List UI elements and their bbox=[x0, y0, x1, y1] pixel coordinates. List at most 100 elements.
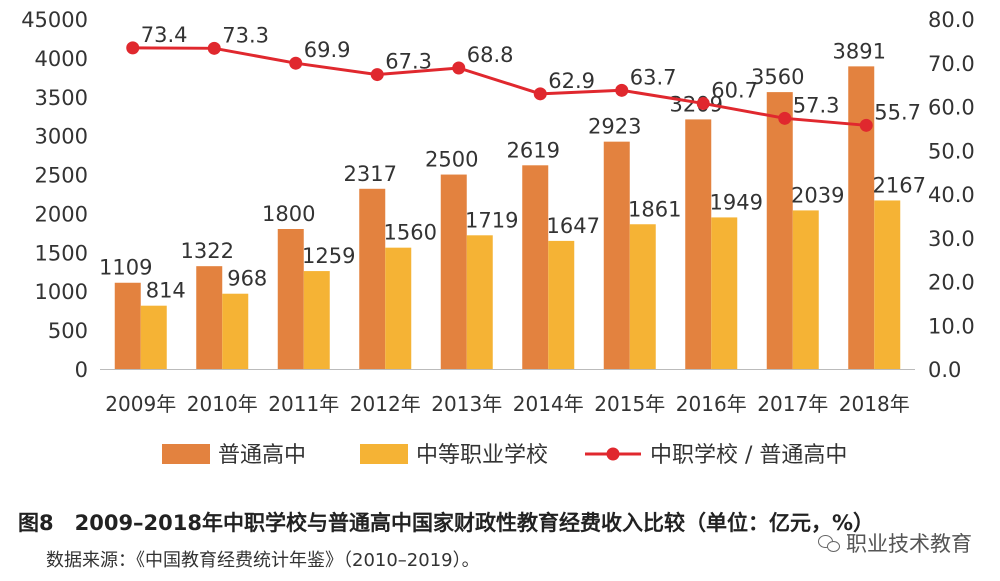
ratio-point bbox=[696, 96, 710, 110]
legend-swatch-putong-gaozhong bbox=[162, 444, 210, 464]
bar-putong-gaozhong bbox=[685, 119, 712, 370]
bar-zhongdeng-zhiye bbox=[222, 293, 249, 369]
x-tick-label: 2018年 bbox=[839, 392, 910, 416]
ratio-value-label: 73.4 bbox=[141, 23, 188, 47]
ratio-point bbox=[533, 87, 547, 101]
legend-label: 普通高中 bbox=[218, 443, 306, 468]
y-right-tick-label: 0.0 bbox=[928, 358, 961, 382]
x-tick-label: 2016年 bbox=[676, 392, 747, 416]
ratio-point bbox=[289, 56, 303, 70]
x-tick-label: 2010年 bbox=[187, 392, 258, 416]
bar-value-label: 3891 bbox=[833, 39, 886, 63]
watermark: 职业技术教育 bbox=[818, 528, 972, 558]
bar-zhongdeng-zhiye bbox=[466, 235, 493, 369]
bar-zhongdeng-zhiye bbox=[629, 224, 656, 369]
bar-putong-gaozhong bbox=[848, 66, 875, 369]
bar-zhongdeng-zhiye bbox=[874, 200, 901, 369]
bar-value-label: 1560 bbox=[384, 221, 437, 245]
ratio-value-label: 60.7 bbox=[711, 78, 758, 102]
y-left-tick-label: 4000 bbox=[35, 47, 88, 71]
data-source: 数据来源：《中国教育经费统计年鉴》（2010–2019）。 bbox=[46, 550, 480, 571]
y-left-tick-label: 0 bbox=[75, 358, 88, 382]
bar-putong-gaozhong bbox=[603, 141, 630, 369]
y-right-tick-label: 80.0 bbox=[928, 8, 975, 32]
x-tick-label: 2015年 bbox=[594, 392, 665, 416]
chart: 0 500 1000 1500 2000 2500 3000 3500 4000 45000 0.0… bbox=[21, 8, 975, 468]
bar-putong-gaozhong bbox=[196, 266, 223, 369]
y-right-tick-label: 40.0 bbox=[928, 183, 975, 207]
y-left-tick-label: 3500 bbox=[35, 86, 88, 110]
legend-label: 中职学校 / 普通高中 bbox=[650, 443, 847, 468]
ratio-value-label: 57.3 bbox=[793, 93, 840, 117]
ratio-value-label: 68.8 bbox=[467, 43, 514, 67]
y-left-tick-label: 500 bbox=[48, 319, 88, 343]
y-right-tick-label: 60.0 bbox=[928, 96, 975, 120]
y-right-tick-label: 20.0 bbox=[928, 271, 975, 295]
bar-zhongdeng-zhiye bbox=[140, 305, 167, 369]
bar-value-label: 1861 bbox=[628, 197, 681, 221]
bar-value-label: 1322 bbox=[181, 239, 234, 263]
y-left-tick-label: 2500 bbox=[35, 164, 88, 188]
ratio-point bbox=[859, 118, 873, 132]
ratio-value-label: 63.7 bbox=[630, 65, 677, 89]
bar-value-label: 1949 bbox=[710, 190, 763, 214]
ratio-point bbox=[778, 111, 792, 125]
bar-value-label: 814 bbox=[146, 279, 186, 303]
y-left-tick-label: 45000 bbox=[21, 8, 88, 32]
bar-value-label: 3560 bbox=[751, 65, 804, 89]
ratio-value-label: 69.9 bbox=[304, 38, 351, 62]
x-tick-label: 2009年 bbox=[105, 392, 176, 416]
y-left-tick-label: 2000 bbox=[35, 202, 88, 226]
bar-value-label: 1259 bbox=[302, 244, 355, 268]
x-tick-label: 2011年 bbox=[268, 392, 339, 416]
bar-putong-gaozhong bbox=[114, 282, 141, 369]
bar-value-label: 1800 bbox=[262, 202, 315, 226]
bar-value-label: 1719 bbox=[465, 208, 518, 232]
ratio-value-label: 55.7 bbox=[874, 100, 921, 124]
bar-value-label: 1647 bbox=[547, 214, 600, 238]
bar-value-label: 2317 bbox=[344, 162, 397, 186]
bar-value-label: 2923 bbox=[588, 115, 641, 139]
bar-putong-gaozhong bbox=[766, 92, 793, 369]
ratio-value-label: 62.9 bbox=[548, 69, 595, 93]
wechat-icon bbox=[818, 534, 840, 552]
y-right-tick-label: 70.0 bbox=[928, 52, 975, 76]
bar-value-label: 2167 bbox=[873, 173, 926, 197]
figure-caption: 图8 2009–2018年中职学校与普通高中国家财政性教育经费收入比较（单位：亿… bbox=[18, 511, 875, 535]
y-right-tick-label: 10.0 bbox=[928, 314, 975, 338]
bar-value-label: 2500 bbox=[425, 148, 478, 172]
bar-putong-gaozhong bbox=[522, 165, 549, 369]
y-left-tick-label: 1500 bbox=[35, 241, 88, 265]
bar-zhongdeng-zhiye bbox=[711, 217, 738, 369]
y-left-tick-label: 1000 bbox=[35, 280, 88, 304]
ratio-point bbox=[207, 41, 221, 55]
watermark-text: 职业技术教育 bbox=[846, 532, 972, 556]
bar-zhongdeng-zhiye bbox=[792, 210, 819, 369]
ratio-point bbox=[615, 83, 629, 97]
legend-label: 中等职业学校 bbox=[416, 443, 548, 468]
bar-putong-gaozhong bbox=[440, 174, 467, 369]
bar-value-label: 2619 bbox=[507, 138, 560, 162]
legend-swatch-zhongdeng-zhiye bbox=[360, 444, 408, 464]
bar-value-label: 1109 bbox=[99, 256, 152, 280]
ratio-point bbox=[452, 61, 466, 75]
bar-putong-gaozhong bbox=[359, 188, 386, 369]
y-left-tick-label: 3000 bbox=[35, 125, 88, 149]
bar-value-label: 2039 bbox=[791, 183, 844, 207]
x-tick-label: 2012年 bbox=[350, 392, 421, 416]
y-right-tick-label: 30.0 bbox=[928, 227, 975, 251]
x-tick-label: 2013年 bbox=[431, 392, 502, 416]
bar-zhongdeng-zhiye bbox=[548, 240, 575, 369]
bar-value-label: 968 bbox=[227, 267, 267, 291]
y-right-tick-label: 50.0 bbox=[928, 139, 975, 163]
ratio-point bbox=[126, 41, 140, 55]
ratio-value-label: 73.3 bbox=[222, 23, 269, 47]
bar-zhongdeng-zhiye bbox=[303, 271, 330, 369]
bar-zhongdeng-zhiye bbox=[385, 247, 412, 369]
ratio-value-label: 67.3 bbox=[385, 50, 432, 74]
ratio-point bbox=[370, 68, 384, 82]
x-tick-label: 2017年 bbox=[757, 392, 828, 416]
ratio-line bbox=[132, 46, 867, 127]
x-tick-label: 2014年 bbox=[513, 392, 584, 416]
legend-swatch-ratio-point bbox=[606, 447, 620, 461]
